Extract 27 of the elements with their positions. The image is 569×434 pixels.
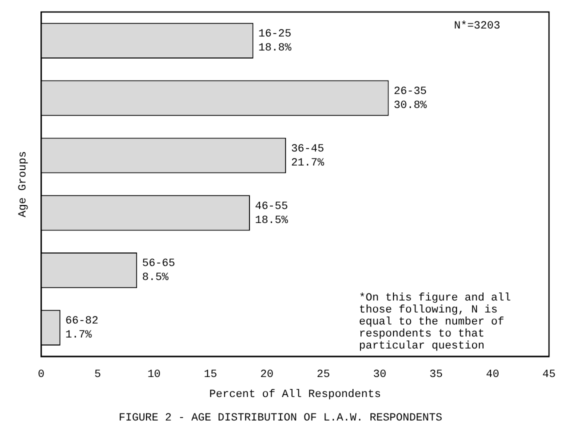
x-tick-label: 35 xyxy=(430,368,443,381)
x-tick-label: 5 xyxy=(94,368,101,381)
y-tick-label: 36-45 xyxy=(291,143,324,156)
y-tick-label: 16-25 xyxy=(258,28,292,41)
y-axis-title: Age Groups xyxy=(18,151,30,218)
data-label: 18.5% xyxy=(254,214,288,227)
x-tick-label: 25 xyxy=(316,368,330,381)
x-tick-label: 40 xyxy=(486,368,500,381)
data-label: 18.8% xyxy=(258,42,292,55)
x-tick-label: 20 xyxy=(260,368,274,381)
annotation: N*=3203 xyxy=(454,20,500,32)
x-tick-label: 45 xyxy=(542,368,556,381)
x-tick-label: 30 xyxy=(373,368,386,381)
data-label: 30.8% xyxy=(394,100,428,112)
data-label: 21.7% xyxy=(291,157,324,170)
annotation: *On this figure and all those following, N is equal to the number of respondents to that particular question xyxy=(359,292,511,352)
y-tick-label: 56-65 xyxy=(142,258,176,270)
y-tick-label: 26-35 xyxy=(394,86,427,98)
text: FIGURE 2 - AGE DISTRIBUTION OF L.A.W. RESPONDENTS xyxy=(118,412,443,424)
x-tick-label: 10 xyxy=(147,368,161,381)
x-tick-label: 15 xyxy=(204,368,218,381)
data-label: 8.5% xyxy=(142,272,169,284)
x-tick-label: 0 xyxy=(38,368,45,381)
x-axis-title: Percent of All Respondents xyxy=(209,389,381,402)
y-tick-label: 46-55 xyxy=(254,200,288,213)
y-tick-label: 66-82 xyxy=(65,316,98,328)
data-label: 1.7% xyxy=(65,330,92,342)
